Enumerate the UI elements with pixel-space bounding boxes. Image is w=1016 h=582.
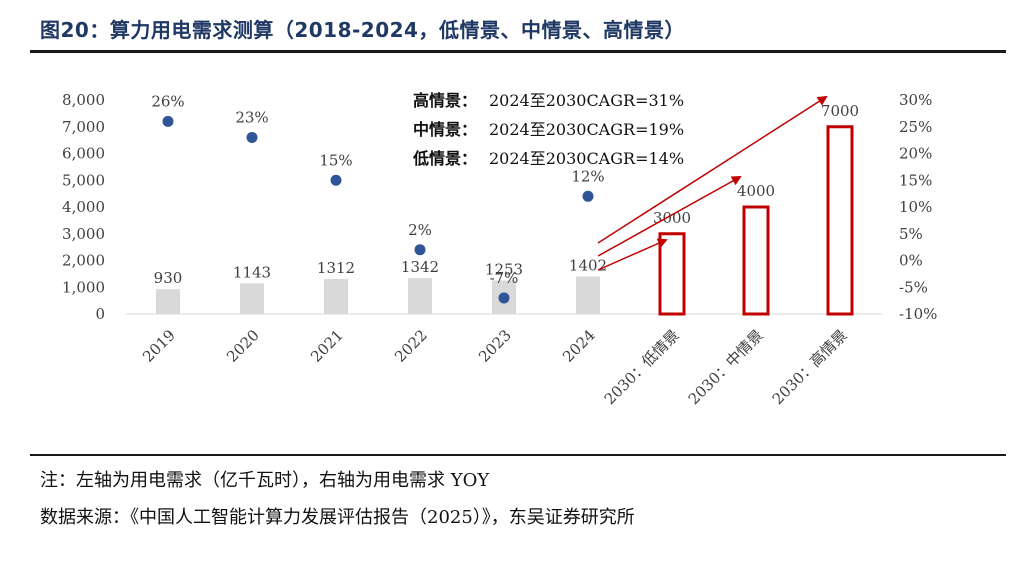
x-tick-label: 2030：中情景 <box>685 326 767 408</box>
y-right-tick-label: 10% <box>899 198 932 216</box>
cagr-annotation-label: 高情景： <box>413 91 477 110</box>
bar-scenario <box>658 232 686 316</box>
bar-historical <box>240 283 264 314</box>
yoy-point <box>330 174 342 186</box>
y-right-tick-label: -10% <box>899 305 937 323</box>
bar-data-label: 1143 <box>233 263 271 281</box>
yoy-data-label: 15% <box>319 151 352 169</box>
yoy-data-label: 12% <box>571 167 604 185</box>
bar-historical <box>324 278 348 314</box>
bar-historical <box>576 276 600 314</box>
y-right-tick-label: 20% <box>899 145 932 163</box>
yoy-point <box>246 131 258 143</box>
yoy-data-label: 23% <box>235 108 268 126</box>
bar-data-label: 1312 <box>317 259 355 277</box>
bar-scenario <box>826 125 854 316</box>
x-tick-label: 2023 <box>475 326 515 366</box>
y-right-tick-label: 15% <box>899 171 932 189</box>
bar-historical <box>156 289 180 314</box>
bar-data-label: 930 <box>154 269 183 287</box>
bar-data-label: 7000 <box>821 102 859 120</box>
y-right-tick-label: 25% <box>899 118 932 136</box>
chart-note: 注：左轴为用电需求（亿千瓦时），右轴为用电需求 YOY <box>40 470 490 491</box>
y-left-tick-label: 7,000 <box>62 118 105 136</box>
bar-historical <box>408 278 432 314</box>
cagr-annotation-text: 2024至2030CAGR=31% <box>489 91 684 110</box>
y-left-tick-label: 3,000 <box>62 225 105 243</box>
x-tick-label: 2019 <box>139 326 179 366</box>
bar-data-label: 1253 <box>485 260 523 278</box>
y-left-tick-label: 0 <box>95 305 105 323</box>
yoy-point <box>414 244 426 256</box>
y-right-tick-label: -5% <box>899 278 928 296</box>
yoy-data-label: 2% <box>408 221 432 239</box>
y-left-tick-label: 8,000 <box>62 91 105 109</box>
y-left-tick-label: 5,000 <box>62 171 105 189</box>
bottom-rule <box>30 454 1006 456</box>
y-right-tick-label: 0% <box>899 252 923 270</box>
growth-arrow <box>597 238 668 271</box>
growth-arrow <box>597 176 742 257</box>
yoy-data-label: 26% <box>151 92 184 110</box>
source-note: 数据来源：《中国人工智能计算力发展评估报告（2025）》，东吴证券研究所 <box>40 507 635 528</box>
x-tick-label: 2030：高情景 <box>769 326 851 408</box>
y-left-tick-label: 2,000 <box>62 252 105 270</box>
figure-title: 图20：算力用电需求测算（2018-2024，低情景、中情景、高情景） <box>40 18 685 42</box>
x-tick-label: 2020 <box>223 326 263 366</box>
x-tick-label: 2022 <box>391 326 431 366</box>
cagr-annotation-label: 低情景： <box>412 149 477 168</box>
cagr-annotation-label: 中情景： <box>413 120 477 139</box>
bar-data-label: 3000 <box>653 209 691 227</box>
x-tick-label: 2030：低情景 <box>601 326 683 408</box>
growth-arrow <box>597 95 828 244</box>
yoy-data-label: -7% <box>490 269 519 287</box>
cagr-annotation-text: 2024至2030CAGR=19% <box>489 120 684 139</box>
y-right-tick-label: 30% <box>899 91 932 109</box>
yoy-point <box>498 292 510 304</box>
x-tick-label: 2021 <box>307 326 347 366</box>
x-tick-label: 2024 <box>559 326 599 366</box>
bar-data-label: 1342 <box>401 258 439 276</box>
y-left-tick-label: 6,000 <box>62 145 105 163</box>
cagr-annotation-text: 2024至2030CAGR=14% <box>489 149 684 168</box>
bar-data-label: 4000 <box>737 182 775 200</box>
y-left-tick-label: 4,000 <box>62 198 105 216</box>
bar-data-label: 1402 <box>569 256 607 274</box>
top-rule <box>30 50 1006 53</box>
y-right-tick-label: 5% <box>899 225 923 243</box>
bar-scenario <box>742 205 770 316</box>
y-left-tick-label: 1,000 <box>62 278 105 296</box>
yoy-point <box>162 115 174 127</box>
yoy-point <box>582 190 594 202</box>
